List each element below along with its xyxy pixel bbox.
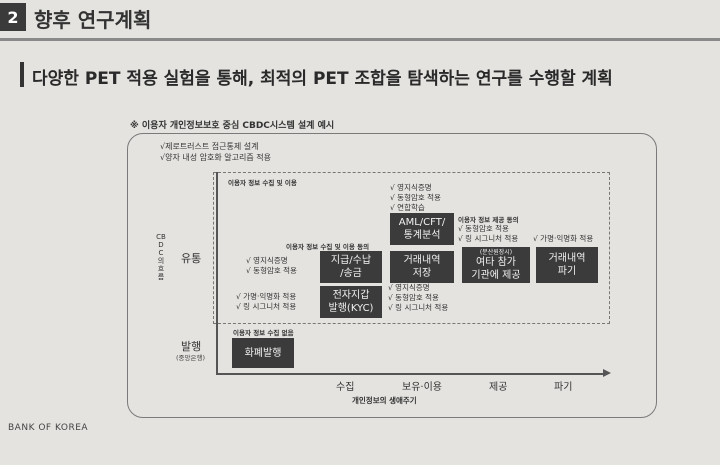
intro-list: √제로트러스트 접근통제 설계 √양자 내성 암호화 알고리즘 적용 bbox=[160, 141, 271, 163]
divider bbox=[0, 38, 720, 41]
box-line: 여타 참가 bbox=[476, 256, 516, 268]
collect-checklist: √ 영지식증명 √ 동형암호 적용 bbox=[246, 256, 297, 276]
history-box: 거래내역 저장 bbox=[390, 251, 454, 283]
aml-checklist: √ 영지식증명 √ 동형암호 적용 √ 연합학습 bbox=[390, 183, 441, 213]
box-line: 파기 bbox=[557, 266, 577, 277]
region-label: 이용자 정보 수집 및 이용 bbox=[228, 179, 297, 187]
section-title: 향후 연구계획 bbox=[34, 8, 152, 32]
box-line: AML/CFT/ bbox=[398, 217, 446, 228]
collection-region bbox=[213, 172, 610, 324]
x-axis bbox=[216, 373, 604, 375]
intro-item: √제로트러스트 접근통제 설계 bbox=[160, 142, 259, 151]
check-item: √ 영지식증명 bbox=[388, 283, 430, 292]
check-item: √ 영지식증명 bbox=[390, 183, 432, 192]
provide-label: 이용자 정보 제공 동의 bbox=[458, 216, 519, 224]
box-line: 거래내역 bbox=[403, 255, 441, 266]
check-item: √ 가명·익명화 적용 bbox=[533, 234, 594, 243]
x-tick: 보유·이용 bbox=[402, 382, 442, 393]
box-note: (분산원장시) bbox=[479, 248, 513, 256]
footer-brand: BANK OF KOREA bbox=[8, 423, 89, 433]
check-item: √ 링 시그니처 적용 bbox=[388, 303, 449, 312]
check-item: √ 동형암호 적용 bbox=[458, 224, 509, 233]
box-line: 전자지갑 bbox=[332, 290, 370, 301]
row-sublabel-issuance: (중앙은행) bbox=[176, 354, 205, 362]
check-item: √ 링 시그니처 적용 bbox=[236, 302, 297, 311]
aml-box: AML/CFT/ 통계분석 bbox=[390, 213, 454, 245]
box-line: 지급/수납 bbox=[330, 255, 372, 266]
provide-box: (분산원장시) 여타 참가 기관에 제공 bbox=[462, 247, 530, 283]
diagram-note: ※ 이용자 개인정보보호 중심 CBDC시스템 설계 예시 bbox=[130, 121, 335, 131]
x-tick: 파기 bbox=[554, 382, 573, 393]
no-collect-label: 이용자 정보 수집 없음 bbox=[233, 329, 294, 337]
provide-checklist: √ 동형암호 적용 √ 링 시그니처 적용 bbox=[458, 224, 518, 244]
row-label-circulation: 유통 bbox=[181, 252, 202, 265]
box-line: 발행(KYC) bbox=[328, 303, 374, 314]
history-checklist: √ 영지식증명 √ 동형암호 적용 √ 링 시그니처 적용 bbox=[388, 283, 448, 313]
payment-box: 지급/수납 /송금 bbox=[320, 251, 382, 283]
section-number: 2 bbox=[0, 3, 26, 31]
collect-use-label: 이용자 정보 수집 및 이용 동의 bbox=[286, 243, 370, 251]
x-axis-arrow bbox=[603, 369, 611, 377]
check-item: √ 연합학습 bbox=[390, 203, 425, 212]
headline-bar bbox=[20, 62, 24, 87]
destroy-checklist: √ 가명·익명화 적용 bbox=[533, 234, 593, 244]
x-tick: 제공 bbox=[489, 382, 508, 393]
wallet-box: 전자지갑 발행(KYC) bbox=[320, 286, 382, 318]
box-line: 저장 bbox=[412, 268, 432, 279]
x-tick: 수집 bbox=[336, 382, 355, 393]
check-item: √ 링 시그니처 적용 bbox=[458, 234, 519, 243]
intro-item: √양자 내성 암호화 알고리즘 적용 bbox=[160, 153, 271, 162]
check-item: √ 영지식증명 bbox=[246, 256, 288, 265]
box-line: 거래내역 bbox=[548, 253, 586, 264]
y-axis bbox=[216, 172, 218, 374]
box-line: 통계분석 bbox=[403, 230, 441, 241]
box-line: 화폐발행 bbox=[244, 347, 282, 359]
check-item: √ 가명·익명화 적용 bbox=[236, 292, 297, 301]
y-axis-title: CBDC의 흐름 bbox=[156, 233, 166, 281]
destroy-box: 거래내역 파기 bbox=[536, 247, 598, 283]
check-item: √ 동형암호 적용 bbox=[390, 193, 441, 202]
check-item: √ 동형암호 적용 bbox=[388, 293, 439, 302]
headline: 다양한 PET 적용 실험을 통해, 최적의 PET 조합을 탐색하는 연구를 … bbox=[32, 69, 613, 89]
box-line: /송금 bbox=[340, 268, 362, 279]
issue-box: 화폐발행 bbox=[232, 338, 294, 368]
wallet-checklist: √ 가명·익명화 적용 √ 링 시그니처 적용 bbox=[236, 292, 296, 312]
row-label-issuance: 발행 bbox=[181, 340, 202, 353]
diagram-frame bbox=[127, 133, 657, 418]
x-axis-title: 개인정보의 생애주기 bbox=[352, 396, 417, 405]
box-line: 기관에 제공 bbox=[471, 269, 521, 281]
check-item: √ 동형암호 적용 bbox=[246, 266, 297, 275]
